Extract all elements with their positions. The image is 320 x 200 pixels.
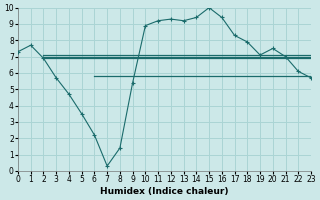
X-axis label: Humidex (Indice chaleur): Humidex (Indice chaleur): [100, 187, 229, 196]
